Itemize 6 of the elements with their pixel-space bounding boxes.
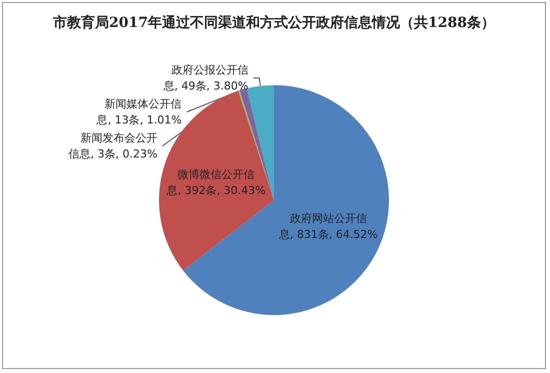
slice-label: 新闻媒体公开信息, 13条, 1.01% bbox=[96, 98, 182, 126]
slice-label: 政府公报公开信息, 49条, 3.80% bbox=[162, 64, 248, 92]
slice-label: 政府网站公开信息, 831条, 64.52% bbox=[278, 212, 378, 242]
chart-title: 市教育局2017年通过不同渠道和方式公开政府信息情况（共1288条） bbox=[52, 14, 495, 31]
slice-label: 新闻发布会公开信息, 3条, 0.23% bbox=[68, 132, 158, 160]
slice-label: 微博微信公开信息, 392条, 30.43% bbox=[166, 168, 266, 197]
